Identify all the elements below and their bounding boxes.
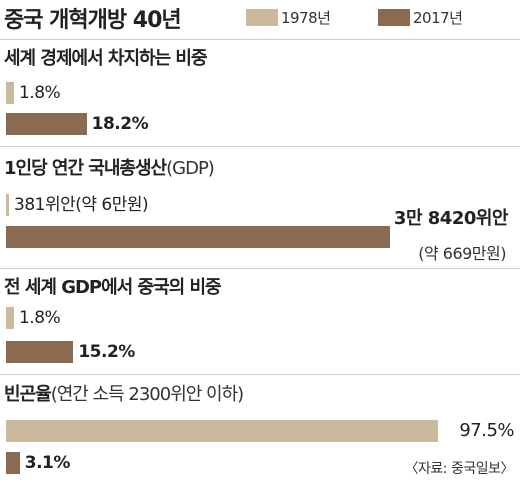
legend-swatch-2017 (378, 8, 410, 26)
bar-global-gdp-1978 (6, 307, 14, 329)
legend-label-2017: 2017년 (413, 8, 463, 27)
legend-item-1978: 1978년 (246, 8, 331, 27)
legend-swatch-1978 (246, 8, 278, 26)
value-label-world-economy-1978: 1.8% (18, 83, 61, 103)
legend-item-2017: 2017년 (378, 8, 463, 27)
bar-poverty-1978 (6, 420, 438, 442)
section-title-poverty-rate: 빈곤율(연간 소득 2300위안 이하) (4, 384, 244, 405)
value-label-poverty-1978: 97.5% (459, 420, 514, 441)
bar-poverty-2017 (6, 452, 20, 474)
divider (0, 374, 520, 375)
value-label-gdp-per-capita-1978: 381위안(약 6만원) (14, 195, 149, 215)
value-sublabel-gdp-per-capita-2017: (약 669만원) (418, 244, 506, 263)
value-label-world-economy-2017: 18.2% (91, 114, 149, 134)
bar-world-economy-2017 (6, 113, 87, 135)
value-label-gdp-per-capita-2017: 3만 8420위안 (393, 208, 509, 229)
bar-gdp-per-capita-1978 (6, 194, 9, 216)
source-note: 〈자료: 중국일보〉 (404, 461, 515, 477)
divider (0, 39, 520, 40)
section-title-world-economy-share: 세계 경제에서 차지하는 비중 (4, 48, 208, 69)
section-title-global-gdp-share: 전 세계 GDP에서 중국의 비중 (4, 277, 222, 298)
value-label-poverty-2017: 3.1% (24, 453, 71, 473)
value-label-global-gdp-1978: 1.8% (18, 308, 61, 328)
divider (0, 146, 520, 147)
chart-title: 중국 개혁개방 40년 (4, 8, 182, 33)
value-label-global-gdp-2017: 15.2% (78, 342, 135, 362)
divider (0, 268, 520, 269)
section-title-gdp-per-capita: 1인당 연간 국내총생산(GDP) (4, 158, 215, 179)
legend-label-1978: 1978년 (281, 8, 331, 27)
bar-gdp-per-capita-2017 (6, 226, 390, 248)
bar-world-economy-1978 (6, 82, 14, 104)
bar-global-gdp-2017 (6, 341, 74, 363)
